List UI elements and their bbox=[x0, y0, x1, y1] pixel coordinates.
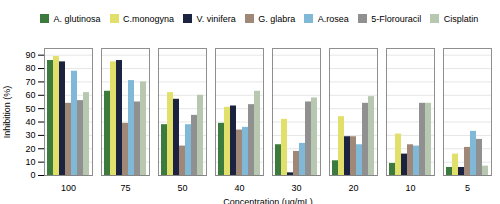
html-text:A.rosea: A.rosea bbox=[317, 13, 349, 24]
svg-text:40: 40 bbox=[234, 182, 244, 192]
svg-text:70: 70 bbox=[25, 76, 35, 86]
svg-text:0: 0 bbox=[30, 170, 35, 180]
html-text:G. glabra: G. glabra bbox=[258, 13, 296, 24]
svg-text:20: 20 bbox=[348, 182, 358, 192]
svg-text:10: 10 bbox=[25, 157, 35, 167]
html-text:Cisplatin: Cisplatin bbox=[443, 13, 479, 24]
svg-text:20: 20 bbox=[25, 143, 35, 153]
html-text:C.monogyna: C.monogyna bbox=[123, 13, 175, 24]
svg-text:10: 10 bbox=[405, 182, 415, 192]
svg-text:30: 30 bbox=[25, 130, 35, 140]
svg-text:50: 50 bbox=[177, 182, 187, 192]
svg-text:Concentration (μg/mL): Concentration (μg/mL) bbox=[223, 196, 313, 204]
svg-text:40: 40 bbox=[25, 116, 35, 126]
svg-text:80: 80 bbox=[25, 63, 35, 73]
svg-text:50: 50 bbox=[25, 103, 35, 113]
html-text:A. glutinosa: A. glutinosa bbox=[53, 13, 101, 24]
svg-text:60: 60 bbox=[25, 90, 35, 100]
svg-text:90: 90 bbox=[25, 50, 35, 60]
svg-text:75: 75 bbox=[120, 182, 130, 192]
svg-text:100: 100 bbox=[61, 182, 76, 192]
svg-text:Inhibition (%): Inhibition (%) bbox=[2, 85, 12, 138]
html-text:V. vinifera: V. vinifera bbox=[196, 13, 236, 24]
svg-text:30: 30 bbox=[291, 182, 301, 192]
svg-text:5: 5 bbox=[465, 182, 470, 192]
html-text:5-Florouracil: 5-Florouracil bbox=[371, 13, 422, 24]
